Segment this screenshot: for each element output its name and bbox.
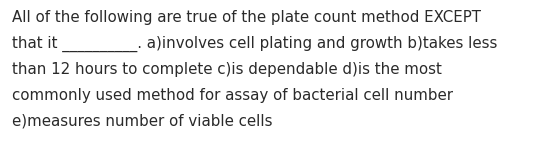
Text: e)measures number of viable cells: e)measures number of viable cells [12,114,272,129]
Text: that it __________. a)involves cell plating and growth b)takes less: that it __________. a)involves cell plat… [12,36,497,52]
Text: than 12 hours to complete c)is dependable d)is the most: than 12 hours to complete c)is dependabl… [12,62,442,77]
Text: All of the following are true of the plate count method EXCEPT: All of the following are true of the pla… [12,10,481,25]
Text: commonly used method for assay of bacterial cell number: commonly used method for assay of bacter… [12,88,453,103]
